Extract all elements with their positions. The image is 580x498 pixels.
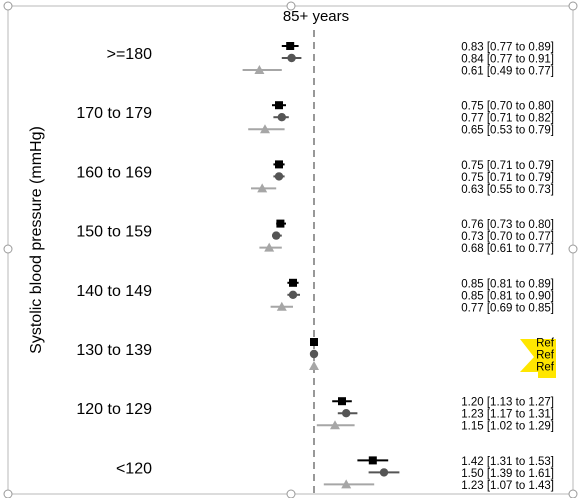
estimate-text: 0.68 [0.61 to 0.77]	[461, 243, 554, 255]
category-label: <120	[116, 460, 152, 477]
resize-handle[interactable]	[568, 1, 578, 11]
resize-handle[interactable]	[568, 489, 578, 498]
resize-handle[interactable]	[286, 1, 296, 11]
estimate-text: Ref	[536, 338, 555, 350]
category-label: 120 to 129	[76, 401, 152, 418]
estimate-text: 0.61 [0.49 to 0.77]	[461, 66, 554, 78]
estimate-square	[275, 160, 283, 169]
estimate-circle	[309, 349, 319, 359]
category-label: 140 to 149	[76, 283, 152, 300]
estimate-circle	[277, 113, 286, 122]
resize-handle[interactable]	[3, 1, 13, 11]
estimate-square	[338, 397, 346, 406]
estimate-text: 0.75 [0.71 to 0.79]	[461, 160, 554, 172]
estimate-text: 0.73 [0.70 to 0.77]	[461, 231, 554, 243]
estimate-circle	[287, 53, 296, 63]
plot-area: >=180 0.83 [0.77 to 0.89]0.84 [0.77 to 0.…	[76, 42, 556, 492]
estimate-triangle	[276, 301, 287, 311]
estimate-text: 0.75 [0.70 to 0.80]	[461, 101, 554, 113]
estimate-text: 0.77 [0.71 to 0.82]	[461, 113, 554, 125]
chart-title: 85+ years	[283, 8, 349, 25]
y-axis-label: Systolic blood pressure (mmHg)	[28, 126, 45, 354]
estimate-triangle	[257, 183, 268, 193]
estimate-triangle	[260, 124, 270, 134]
estimate-circle	[342, 409, 351, 418]
estimate-square	[289, 278, 297, 287]
estimate-text: 0.75 [0.71 to 0.79]	[461, 172, 554, 184]
selection-handles[interactable]	[3, 1, 578, 498]
estimate-text: 0.85 [0.81 to 0.90]	[461, 290, 554, 302]
category-label: >=180	[107, 46, 152, 63]
estimate-text: 0.84 [0.77 to 0.91]	[461, 54, 554, 66]
resize-handle[interactable]	[3, 244, 13, 254]
estimate-text: 1.23 [1.17 to 1.31]	[461, 409, 554, 421]
resize-handle[interactable]	[3, 489, 13, 498]
ref-highlight	[520, 339, 556, 378]
estimate-triangle	[341, 479, 352, 489]
category-label: 160 to 169	[76, 164, 152, 181]
resize-handle[interactable]	[286, 489, 296, 498]
estimate-triangle	[264, 242, 275, 252]
estimate-circle	[274, 172, 284, 181]
estimate-text: 0.77 [0.69 to 0.85]	[461, 302, 554, 314]
estimate-text: 1.23 [1.07 to 1.43]	[461, 480, 554, 492]
estimate-circle	[379, 468, 389, 477]
estimate-text: 0.65 [0.53 to 0.79]	[461, 125, 554, 137]
estimate-text: 1.50 [1.39 to 1.61]	[461, 468, 554, 480]
estimate-square	[368, 456, 377, 465]
estimate-square	[286, 42, 295, 50]
estimate-square	[276, 219, 285, 228]
category-label: 130 to 139	[76, 342, 152, 359]
estimate-text: Ref	[536, 350, 555, 362]
resize-handle[interactable]	[568, 244, 578, 254]
estimate-square	[275, 101, 283, 110]
estimate-text: Ref	[536, 362, 555, 374]
category-label: 170 to 179	[76, 105, 152, 122]
estimate-text: 0.85 [0.81 to 0.89]	[461, 278, 554, 290]
estimate-text: 1.20 [1.13 to 1.27]	[461, 397, 554, 409]
estimate-circle	[288, 290, 298, 299]
estimate-triangle	[254, 65, 265, 74]
estimate-triangle	[309, 361, 319, 370]
estimate-text: 0.83 [0.77 to 0.89]	[461, 42, 554, 54]
category-label: 150 to 159	[76, 224, 152, 241]
estimate-text: 1.15 [1.02 to 1.29]	[461, 421, 554, 433]
estimate-circle	[272, 231, 281, 240]
estimate-text: 0.63 [0.55 to 0.73]	[461, 184, 554, 196]
estimate-text: 0.76 [0.73 to 0.80]	[461, 219, 554, 231]
estimate-text: 1.42 [1.31 to 1.53]	[461, 456, 554, 468]
estimate-square	[310, 338, 318, 346]
estimate-triangle	[330, 420, 340, 430]
